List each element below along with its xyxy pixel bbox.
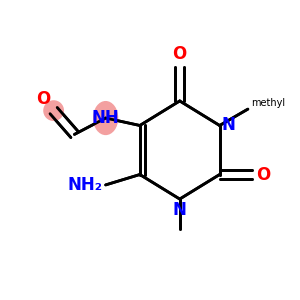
Text: N: N [222, 116, 236, 134]
Ellipse shape [93, 101, 118, 135]
Text: O: O [36, 90, 51, 108]
Text: N: N [173, 200, 187, 218]
Text: NH: NH [92, 109, 119, 127]
Text: methyl: methyl [251, 98, 285, 108]
Text: O: O [256, 166, 270, 184]
Ellipse shape [43, 100, 64, 121]
Text: O: O [172, 45, 187, 63]
Text: NH₂: NH₂ [68, 176, 103, 194]
